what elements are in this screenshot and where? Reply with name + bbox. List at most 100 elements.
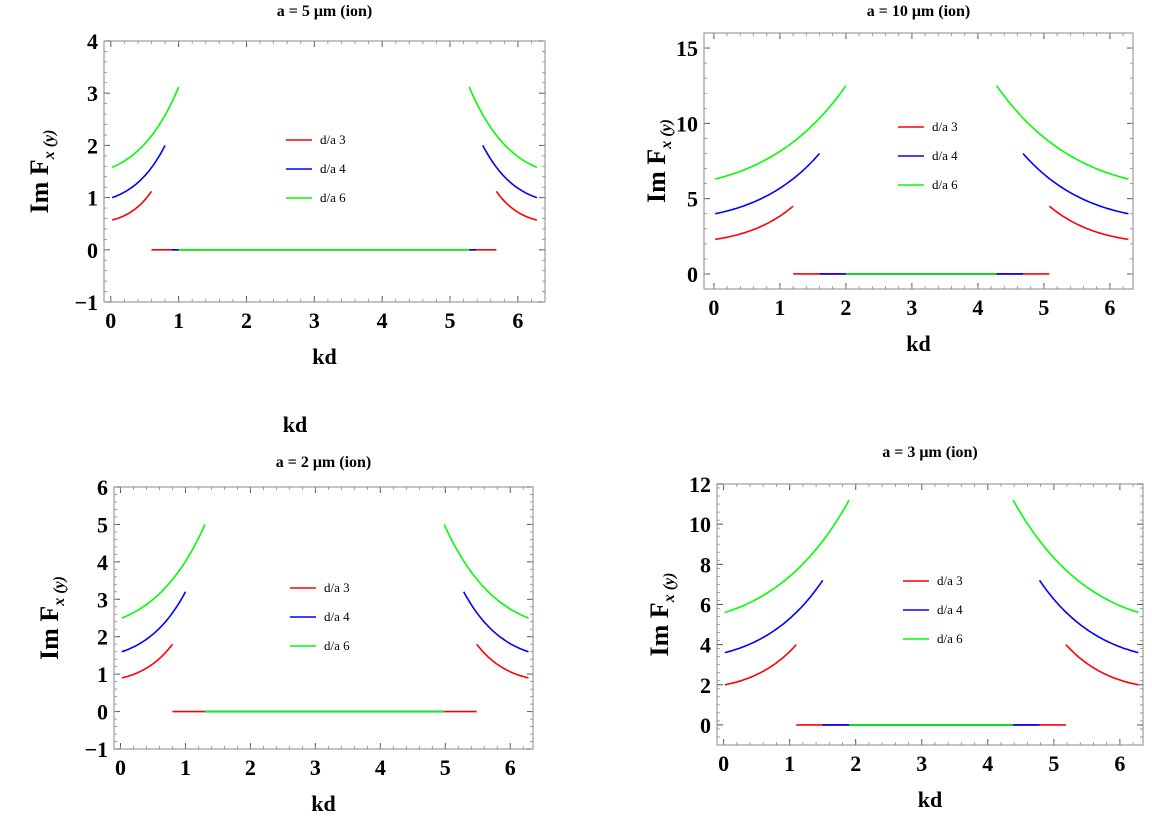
chart-panel-1: a = 5 μm (ion) 0 1 2 3 4 5 6 −1 0 1 2 3 4 kd Im Fx (y) d…: [25, 3, 546, 369]
legend-label: d/a 4: [324, 609, 350, 624]
series-line-left-d-a-4: [121, 591, 187, 653]
x-tick-label: 4: [375, 755, 386, 780]
series-line-right-d-a-6: [1012, 499, 1139, 614]
y-tick-label: 6: [700, 592, 711, 617]
y-axis-label: Im Fx (y): [645, 573, 678, 657]
x-tick-label: 1: [774, 295, 785, 320]
y-tick-label: 10: [689, 512, 711, 537]
y-tick-label: 2: [700, 673, 711, 698]
legend-label: d/a 6: [320, 190, 346, 205]
series-line-right-d-a-6: [468, 86, 538, 169]
x-tick-label: 2: [840, 295, 851, 320]
legend-label: d/a 6: [937, 631, 963, 646]
y-tick-label: 3: [87, 81, 98, 106]
y-tick-label: 0: [687, 262, 698, 287]
plot-frame: [716, 483, 1144, 746]
x-tick-label: 1: [173, 308, 184, 333]
series-line-left-d-a-3: [111, 190, 153, 221]
series-line-right-d-a-3: [476, 643, 529, 679]
series-line-left-d-a-4: [715, 152, 821, 215]
x-tick-label: 5: [440, 755, 451, 780]
x-tick-label: 6: [505, 755, 516, 780]
x-tick-label: 5: [1048, 751, 1059, 776]
y-tick-label: 6: [97, 475, 108, 500]
x-tick-label: 5: [1038, 295, 1049, 320]
x-tick-label: 4: [972, 295, 983, 320]
series-line-right-d-a-4: [482, 145, 538, 199]
series-line-right-d-a-3: [495, 190, 538, 221]
chart-title: a = 5 μm (ion): [277, 3, 373, 20]
x-tick-label: 2: [241, 308, 252, 333]
y-tick-label: 3: [97, 587, 108, 612]
y-tick-label: 15: [676, 36, 698, 61]
series-line-right-d-a-6: [995, 85, 1129, 180]
x-tick-label: 0: [708, 295, 719, 320]
series-line-left-d-a-6: [724, 499, 850, 614]
y-axis-label: Im Fx (y): [642, 119, 675, 203]
x-tick-label: 6: [1104, 295, 1115, 320]
x-tick-label: 0: [115, 755, 126, 780]
y-tick-label: 1: [87, 186, 98, 211]
series-line-left-d-a-6: [121, 524, 206, 619]
y-tick-label: −1: [74, 290, 98, 315]
y-tick-label: 0: [97, 700, 108, 725]
x-tick-label: 2: [850, 751, 861, 776]
series-line-left-d-a-6: [714, 85, 847, 180]
y-tick-label: 5: [97, 512, 108, 537]
y-tick-label: 10: [676, 111, 698, 136]
y-tick-label: 2: [97, 625, 108, 650]
series-line-left-d-a-3: [715, 205, 794, 241]
series-line-left-d-a-3: [724, 644, 797, 686]
y-tick-label: −1: [84, 737, 108, 762]
y-tick-label: 8: [700, 552, 711, 577]
y-tick-label: 4: [700, 633, 711, 658]
plot-frame: [103, 40, 546, 303]
x-tick-label: 0: [105, 308, 116, 333]
y-tick-label: 2: [87, 133, 98, 158]
chart-title: a = 10 μm (ion): [867, 3, 971, 20]
y-tick-label: 0: [700, 713, 711, 738]
series-line-right-d-a-4: [462, 591, 529, 653]
x-axis-label: kd: [906, 331, 930, 356]
legend-label: d/a 4: [937, 602, 963, 617]
series-line-right-d-a-6: [443, 524, 529, 619]
y-tick-label: 4: [97, 550, 108, 575]
chart-panel-2: a = 10 μm (ion) 0 1 2 3 4 5 6 0 5 10 15 kd Im Fx (y) d…: [642, 3, 1134, 356]
chart-title: a = 2 μm (ion): [276, 454, 372, 471]
series-line-right-d-a-4: [1038, 579, 1139, 654]
x-tick-label: 4: [377, 308, 388, 333]
legend-label: d/a 3: [937, 573, 963, 588]
legend-label: d/a 6: [932, 177, 958, 192]
x-axis-label: kd: [311, 791, 335, 816]
x-tick-label: 3: [916, 751, 927, 776]
series-line-left-d-a-3: [121, 643, 174, 679]
y-tick-label: 5: [687, 187, 698, 212]
y-tick-label: 0: [87, 238, 98, 263]
y-tick-label: 12: [689, 472, 711, 497]
legend-label: d/a 3: [932, 119, 958, 134]
x-tick-label: 5: [445, 308, 456, 333]
x-tick-label: 3: [310, 755, 321, 780]
y-tick-label: 4: [87, 29, 98, 54]
x-tick-label: 0: [718, 751, 729, 776]
series-line-right-d-a-4: [1022, 152, 1129, 215]
y-axis-label: Im Fx (y): [35, 576, 68, 660]
chart-title: a = 3 μm (ion): [882, 444, 978, 461]
x-tick-label: 6: [512, 308, 523, 333]
plot-frame: [703, 32, 1134, 290]
legend-label: d/a 6: [324, 638, 350, 653]
x-tick-label: 4: [982, 751, 993, 776]
x-tick-label: 2: [245, 755, 256, 780]
legend-label: d/a 3: [320, 132, 346, 147]
x-tick-label: 1: [784, 751, 795, 776]
series-line-left-d-a-4: [111, 145, 166, 199]
chart-panel-3: a = 2 μm (ion) 0 1 2 3 4 5 6 −1 0 1 2 3 4 5 6 kd Im Fx (y…: [35, 454, 534, 816]
series-line-right-d-a-3: [1048, 205, 1129, 241]
legend-label: d/a 4: [320, 161, 346, 176]
series-line-right-d-a-3: [1065, 644, 1139, 686]
x-tick-label: 3: [309, 308, 320, 333]
y-axis-label: Im Fx (y): [25, 130, 58, 214]
x-axis-label: kd: [312, 344, 336, 369]
